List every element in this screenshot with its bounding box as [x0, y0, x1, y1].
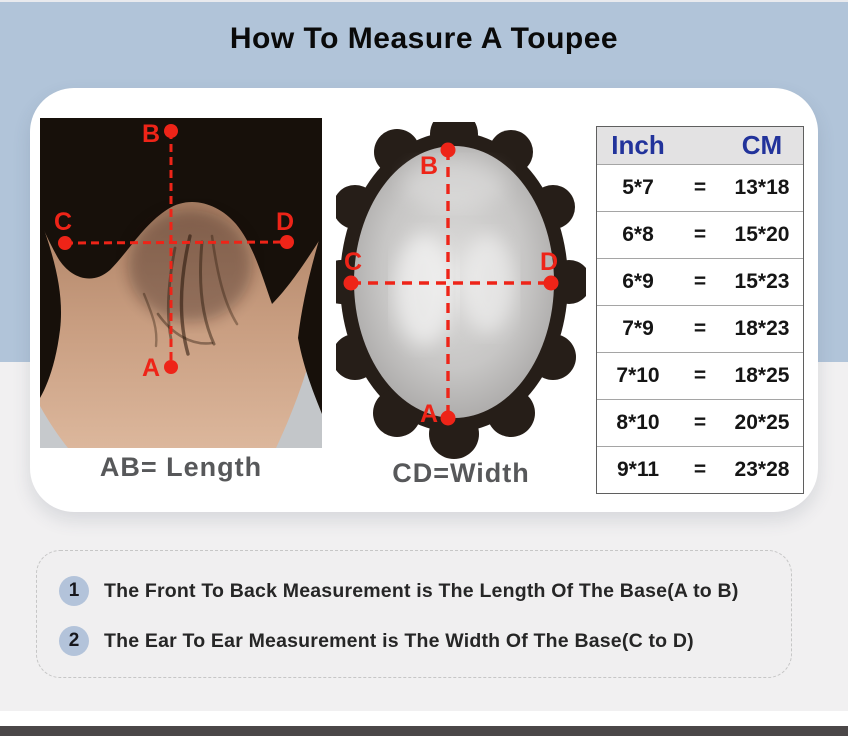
toupee-measure-dots	[343, 142, 559, 426]
size-table: Inch CM 5*7 = 13*18 6*8 = 15*20 6*9 = 15…	[596, 126, 804, 494]
table-cell-cm: 20*25	[721, 399, 803, 446]
table-cell-cm: 13*18	[721, 164, 803, 211]
table-header-inch: Inch	[597, 127, 679, 164]
note-number-badge: 1	[59, 576, 89, 606]
table-cell-inch: 6*9	[597, 258, 679, 305]
point-label-a: A	[142, 354, 160, 382]
note-number-badge: 2	[59, 626, 89, 656]
equals-sign: =	[679, 446, 721, 493]
table-cell-cm: 18*23	[721, 305, 803, 352]
head-caption: AB= Length	[99, 452, 263, 482]
note-text: The Ear To Ear Measurement is The Width …	[104, 630, 694, 653]
footer-white-strip	[0, 711, 848, 726]
equals-sign: =	[679, 258, 721, 305]
photo-bg-corner	[276, 314, 322, 448]
note-text-bold: A to B	[673, 579, 732, 602]
content-card: B A C D AB= Length	[30, 88, 818, 512]
note-text-post: )	[687, 629, 694, 652]
equals-sign: =	[679, 399, 721, 446]
equals-sign: =	[679, 305, 721, 352]
hair-right-side	[298, 230, 322, 414]
note-text-post: )	[731, 579, 739, 602]
point-label-a: A	[420, 400, 438, 428]
note-item-1: 1 The Front To Back Measurement is The L…	[59, 576, 769, 606]
table-cell-inch: 9*11	[597, 446, 679, 493]
table-cell-cm: 18*25	[721, 352, 803, 399]
note-text-pre: The Front To Back Measurement is The Len…	[104, 579, 674, 602]
table-header-cm: CM	[721, 127, 803, 164]
point-label-b: B	[420, 152, 438, 180]
photo-bg-corner	[40, 406, 68, 448]
point-label-d: D	[540, 248, 558, 276]
equals-sign: =	[679, 211, 721, 258]
hair-left-side	[40, 218, 62, 398]
hair-top	[40, 118, 322, 304]
note-text: The Front To Back Measurement is The Len…	[104, 580, 739, 603]
point-label-d: D	[276, 208, 294, 236]
notes-panel: 1 The Front To Back Measurement is The L…	[36, 550, 792, 678]
toupee-highlights	[394, 158, 515, 346]
toupee-photo: B A C D	[336, 122, 586, 459]
table-cell-inch: 8*10	[597, 399, 679, 446]
page-title: How To Measure A Toupee	[229, 22, 619, 55]
table-cell-inch: 6*8	[597, 211, 679, 258]
table-cell-inch: 7*10	[597, 352, 679, 399]
equals-sign: =	[679, 164, 721, 211]
note-text-bold: C to D	[628, 629, 688, 652]
toupee-caption: CD=Width	[392, 458, 530, 488]
thinning-shadow	[128, 210, 252, 322]
head-measure-dots	[58, 124, 294, 374]
footer-dark-bar	[0, 726, 848, 736]
head-photo: B A C D	[40, 118, 322, 448]
note-item-2: 2 The Ear To Ear Measurement is The Widt…	[59, 626, 769, 656]
toupee-measure-lines	[351, 150, 551, 418]
table-header-spacer	[679, 127, 721, 164]
note-text-pre: The Ear To Ear Measurement is The Width …	[104, 629, 629, 652]
table-cell-inch: 5*7	[597, 164, 679, 211]
table-cell-inch: 7*9	[597, 305, 679, 352]
equals-sign: =	[679, 352, 721, 399]
table-cell-cm: 15*23	[721, 258, 803, 305]
point-label-c: C	[344, 248, 362, 276]
table-cell-cm: 23*28	[721, 446, 803, 493]
point-label-b: B	[142, 120, 160, 148]
head-measure-lines	[64, 131, 288, 367]
table-cell-cm: 15*20	[721, 211, 803, 258]
point-label-c: C	[54, 208, 72, 236]
